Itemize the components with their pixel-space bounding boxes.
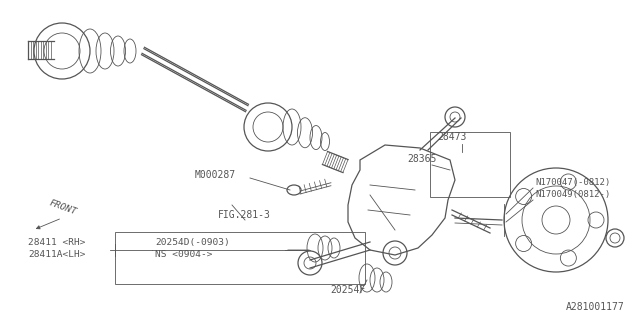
Text: N170047(-0812): N170047(-0812) — [535, 178, 611, 187]
Text: 28365: 28365 — [407, 154, 436, 164]
Bar — [115, 232, 365, 284]
Text: FRONT: FRONT — [48, 199, 78, 217]
Text: N170049(0812-): N170049(0812-) — [535, 190, 611, 199]
Text: 28411 <RH>: 28411 <RH> — [28, 238, 86, 247]
Text: 28411A<LH>: 28411A<LH> — [28, 250, 86, 259]
Text: A281001177: A281001177 — [566, 302, 625, 312]
Text: 20254F: 20254F — [330, 285, 365, 295]
Text: 28473: 28473 — [437, 132, 467, 142]
Text: FIG.281-3: FIG.281-3 — [218, 210, 271, 220]
Bar — [430, 132, 510, 197]
Text: NS <0904->: NS <0904-> — [155, 250, 212, 259]
Text: M000287: M000287 — [195, 170, 236, 180]
Text: 20254D(-0903): 20254D(-0903) — [155, 238, 230, 247]
